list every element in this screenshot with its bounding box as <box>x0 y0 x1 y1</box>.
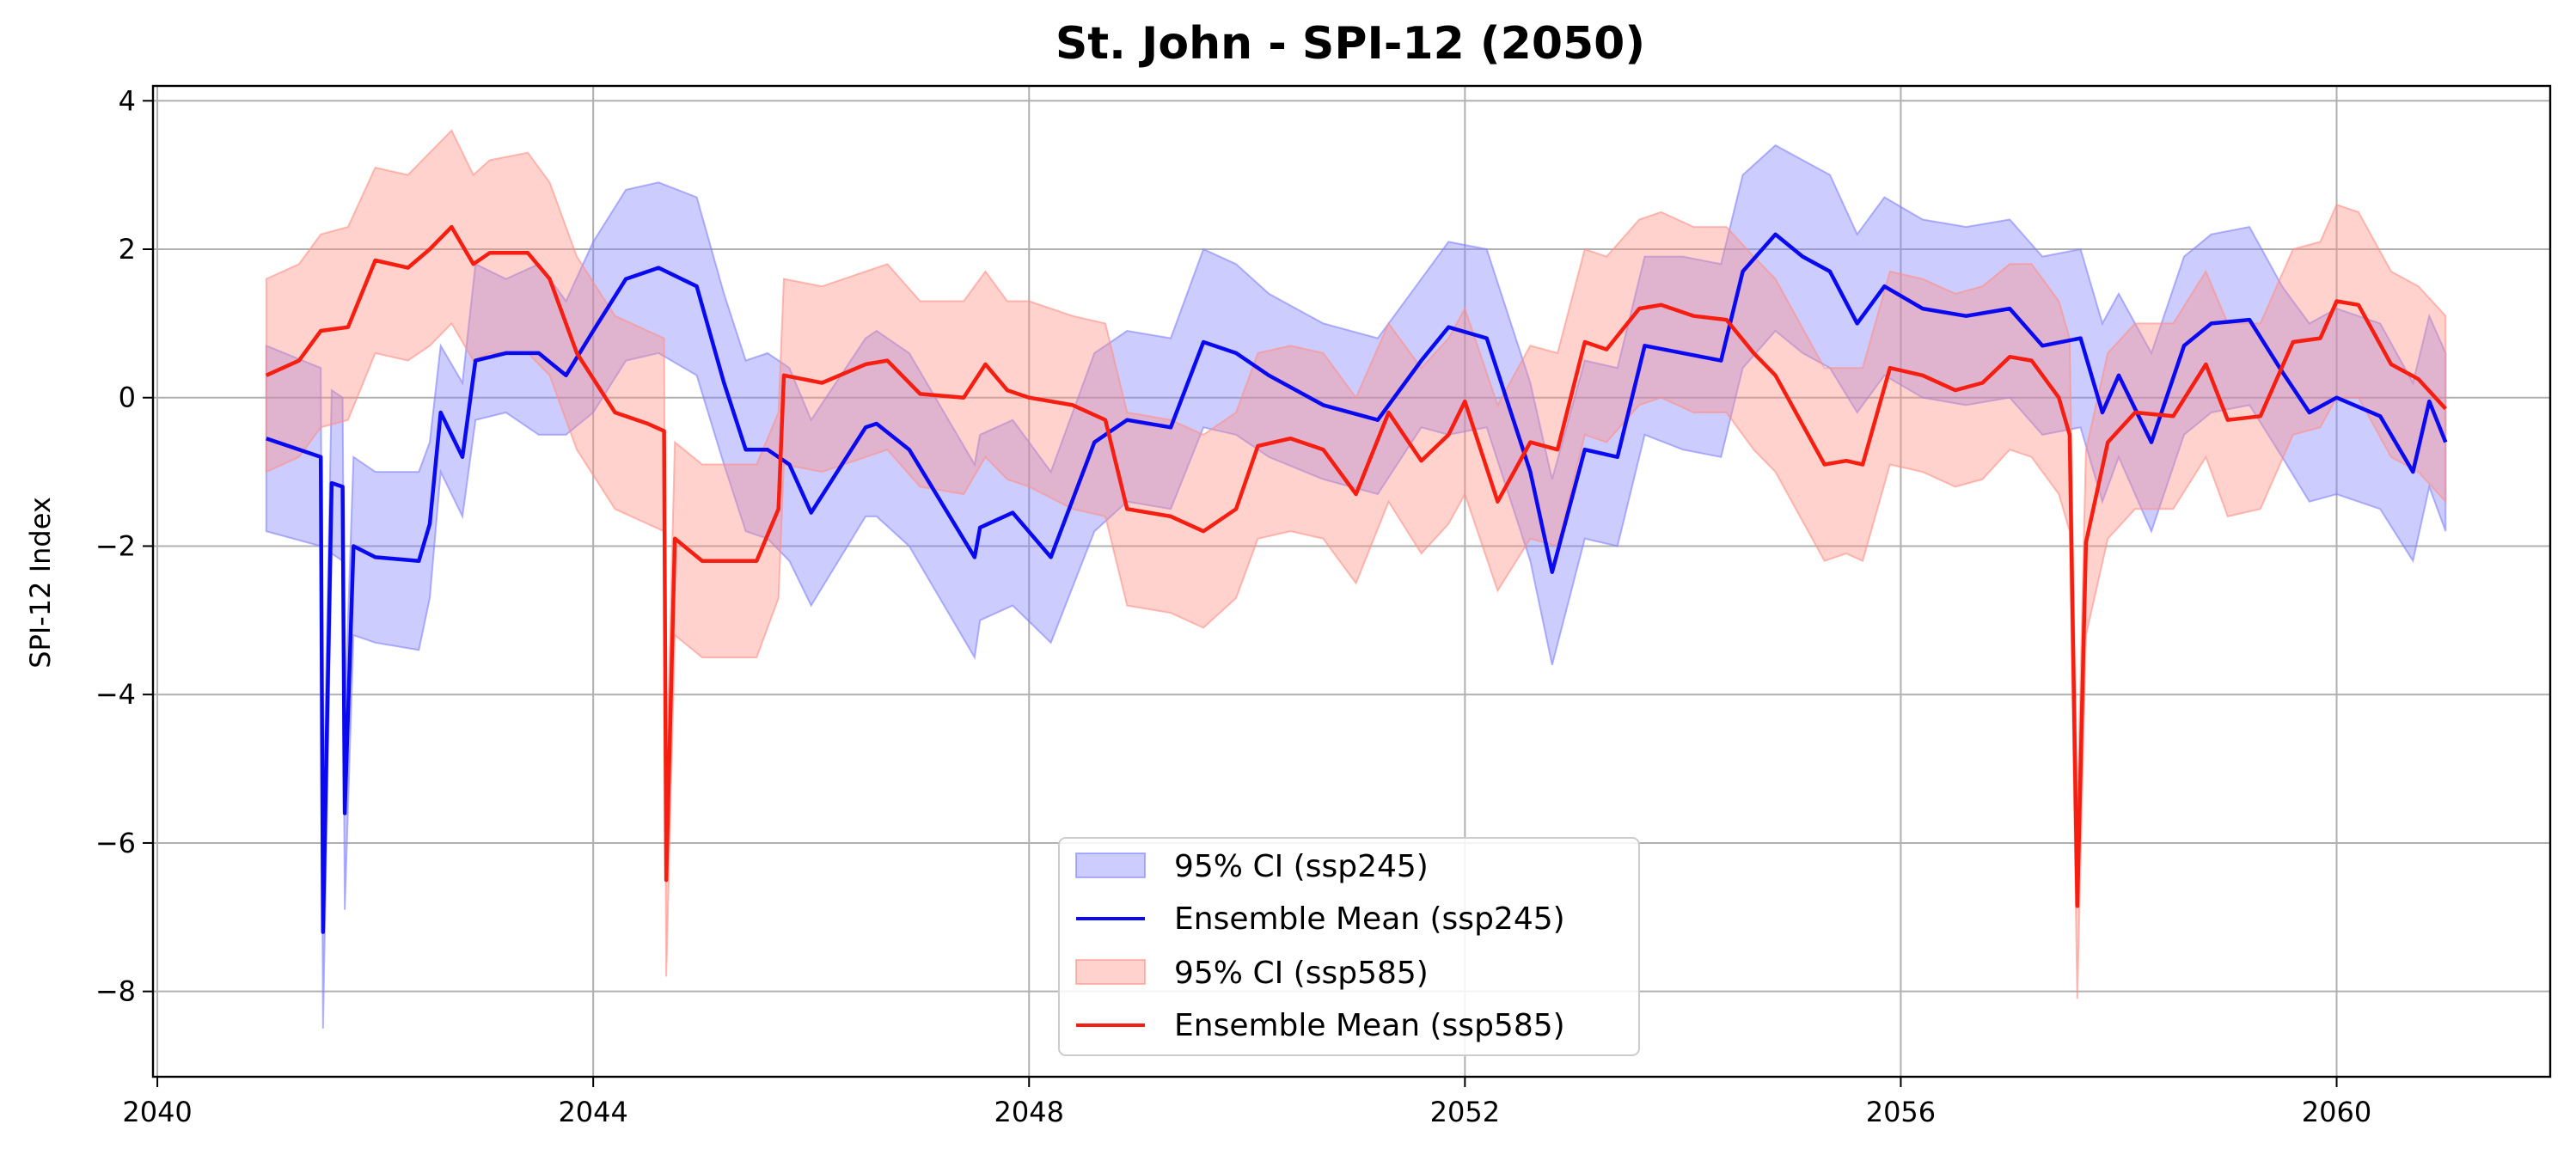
ci-band-ssp585 <box>265 129 2447 999</box>
legend-swatch-ci-ssp245 <box>1075 852 1146 878</box>
y-axis-label: SPI-12 Index <box>24 497 57 669</box>
legend: 95% CI (ssp245) Ensemble Mean (ssp245) 9… <box>1058 837 1640 1056</box>
y-tick-label: 2 <box>119 233 136 266</box>
x-tick-label: 2060 <box>2302 1096 2371 1128</box>
ensemble-mean-lines <box>265 224 2448 934</box>
legend-frame <box>1058 837 1640 1056</box>
x-tick-label: 2040 <box>122 1096 192 1128</box>
x-tick-label: 2048 <box>994 1096 1064 1128</box>
y-axis-ticks: 4 2 0 −2 −4 −6 −8 <box>95 84 153 1008</box>
y-tick-label: 0 <box>119 382 136 414</box>
legend-label-ci-ssp585: 95% CI (ssp585) <box>1174 956 1429 991</box>
y-tick-label: −6 <box>95 827 136 859</box>
x-tick-label: 2052 <box>1430 1096 1500 1128</box>
y-tick-label: 4 <box>119 84 136 117</box>
y-tick-label: −4 <box>95 678 136 711</box>
chart-title: St. John - SPI-12 (2050) <box>1055 18 1645 70</box>
x-tick-label: 2044 <box>558 1096 627 1128</box>
x-tick-label: 2056 <box>1866 1096 1936 1128</box>
x-axis-ticks: 2040 2044 2048 2052 2056 2060 <box>122 1077 2371 1128</box>
mean-line-ssp585 <box>265 224 2447 908</box>
legend-label-mean-ssp245: Ensemble Mean (ssp245) <box>1174 901 1565 937</box>
confidence-bands <box>265 129 2447 1029</box>
y-tick-label: −8 <box>95 975 136 1008</box>
plot-area-frame <box>151 84 2552 1078</box>
ci-band-ssp245 <box>265 144 2447 1029</box>
grid-lines <box>153 86 2550 1077</box>
y-tick-label: −2 <box>95 529 136 562</box>
legend-swatch-ci-ssp585 <box>1075 959 1146 985</box>
legend-label-mean-ssp585: Ensemble Mean (ssp585) <box>1174 1008 1565 1043</box>
legend-label-ci-ssp245: 95% CI (ssp245) <box>1174 849 1429 884</box>
mean-line-ssp245 <box>266 232 2448 934</box>
